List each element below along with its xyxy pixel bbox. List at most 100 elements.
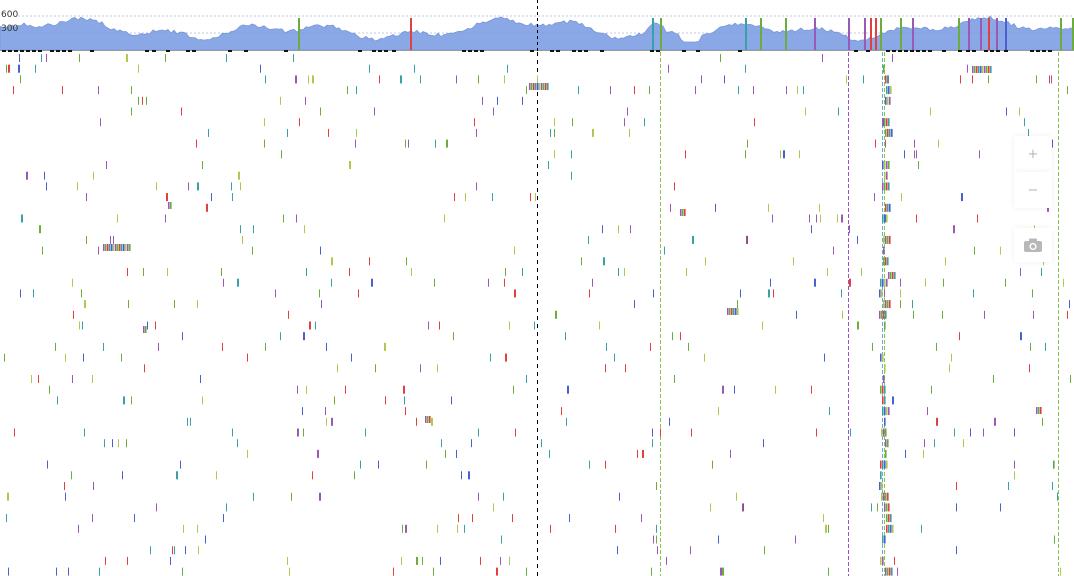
coverage-variant-bar	[958, 18, 960, 50]
mismatch-tick	[722, 385, 724, 394]
mismatch-tick	[882, 214, 884, 223]
coverage-dash	[578, 50, 582, 52]
mismatch-tick	[913, 310, 914, 319]
mismatch-tick	[358, 289, 359, 298]
mismatch-tick	[504, 278, 505, 287]
mismatch-tick	[197, 524, 198, 533]
mismatch-tick	[592, 128, 594, 137]
mismatch-tick	[736, 492, 737, 501]
mismatch-tick	[883, 235, 885, 244]
coverage-variant-bar	[745, 18, 747, 50]
coverage-dash	[468, 50, 472, 52]
mismatch-cluster	[984, 66, 986, 73]
mismatch-tick	[884, 396, 886, 405]
mismatch-tick	[356, 128, 357, 137]
mismatch-cluster	[892, 272, 894, 279]
mismatch-tick	[223, 514, 224, 523]
mismatch-tick	[500, 556, 501, 565]
mismatch-tick	[618, 268, 619, 276]
mismatch-tick	[211, 193, 212, 202]
mismatch-tick	[18, 64, 20, 73]
mismatch-tick	[205, 535, 206, 544]
mismatch-tick	[86, 193, 87, 202]
mismatch-tick	[737, 300, 738, 309]
mismatch-tick	[738, 86, 739, 95]
mismatch-tick	[882, 385, 884, 394]
mismatch-tick	[890, 524, 892, 533]
coverage-dash	[738, 50, 742, 52]
mismatch-tick	[747, 139, 748, 148]
mismatch-tick	[1014, 428, 1015, 437]
mismatch-tick	[882, 396, 884, 405]
mismatch-tick	[884, 503, 886, 512]
coverage-dash	[892, 50, 896, 52]
coverage-dash	[584, 50, 588, 52]
mismatch-tick	[253, 225, 254, 234]
mismatch-tick	[371, 278, 373, 287]
mismatch-tick	[1057, 492, 1058, 501]
mismatch-tick	[146, 96, 147, 105]
coverage-dash	[14, 50, 18, 52]
mismatch-tick	[624, 268, 625, 276]
mismatch-tick	[970, 428, 971, 437]
mismatch-tick	[182, 332, 183, 341]
mismatch-tick	[936, 417, 938, 426]
mismatch-tick	[680, 332, 681, 341]
mismatch-tick	[888, 182, 890, 191]
coverage-variant-bar	[760, 18, 762, 50]
mismatch-tick	[1000, 246, 1001, 255]
mismatch-tick	[202, 396, 203, 405]
mismatch-tick	[674, 375, 675, 383]
mismatch-tick	[349, 161, 350, 169]
mismatch-tick	[1020, 332, 1022, 341]
mismatch-tick	[549, 449, 550, 458]
screenshot-button[interactable]	[1014, 228, 1052, 262]
mismatch-cluster	[1038, 407, 1040, 414]
mismatch-tick	[453, 332, 454, 341]
mismatch-tick	[331, 278, 332, 287]
mismatch-tick	[724, 75, 725, 84]
mismatch-tick	[8, 64, 10, 73]
mismatch-tick	[293, 54, 294, 62]
mismatch-tick	[740, 289, 741, 298]
mismatch-tick	[627, 107, 628, 116]
mismatch-tick	[331, 257, 333, 266]
mismatch-tick	[884, 161, 886, 169]
mismatch-tick	[504, 75, 505, 84]
mismatch-tick	[19, 54, 20, 62]
mismatch-tick	[283, 214, 284, 223]
mismatch-tick	[660, 428, 661, 437]
mismatch-tick	[886, 118, 888, 127]
mismatch-tick	[884, 321, 886, 330]
mismatch-tick	[879, 289, 881, 298]
mismatch-tick	[925, 278, 926, 287]
mismatch-tick	[988, 75, 989, 84]
mismatch-tick	[121, 353, 122, 362]
mismatch-tick	[260, 64, 261, 73]
mismatch-tick	[514, 246, 515, 255]
zoom-in-button[interactable]: +	[1014, 136, 1052, 172]
mismatch-tick	[974, 246, 975, 255]
mismatch-tick	[951, 353, 952, 362]
mismatch-tick	[242, 235, 243, 244]
mismatch-cluster	[143, 326, 145, 333]
mismatch-tick	[884, 118, 886, 127]
mismatch-tick	[838, 107, 839, 116]
mismatch-tick	[921, 524, 922, 533]
mismatch-tick	[891, 567, 893, 576]
coverage-dash	[90, 50, 94, 52]
mismatch-tick	[535, 193, 536, 202]
coverage-dash	[1042, 50, 1046, 52]
mismatch-tick	[501, 535, 502, 544]
mismatch-tick	[170, 556, 171, 565]
zoom-out-button[interactable]: −	[1014, 172, 1052, 208]
mismatch-tick	[288, 310, 289, 319]
read-tracks-area[interactable]	[0, 52, 1074, 576]
mismatch-tick	[825, 524, 827, 533]
coverage-dash	[392, 50, 396, 52]
mismatch-tick	[793, 257, 794, 266]
mismatch-tick	[497, 96, 498, 105]
mismatch-tick	[393, 567, 394, 576]
mismatch-tick	[816, 428, 817, 437]
